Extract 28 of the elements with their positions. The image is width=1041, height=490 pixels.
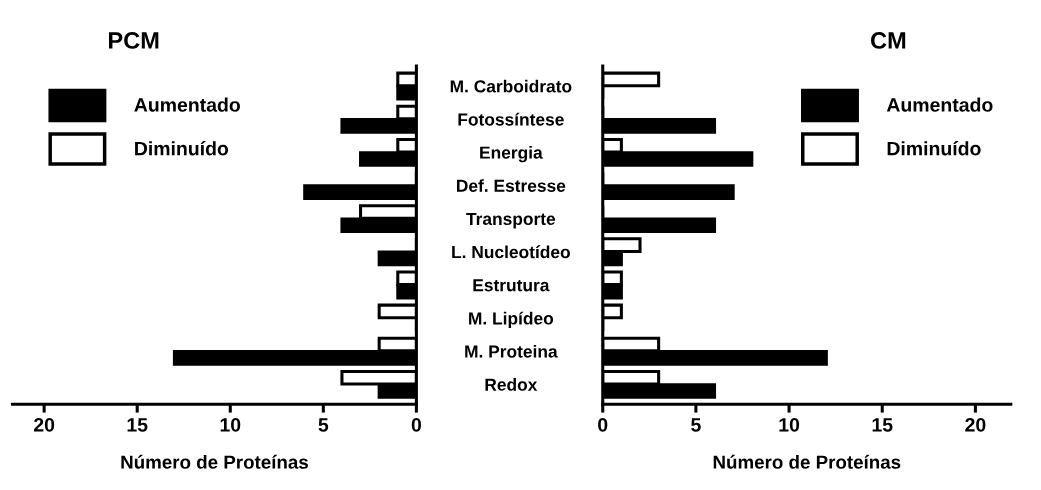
y-tick-label: Energia <box>480 146 543 163</box>
legend-label: Diminuído <box>135 141 229 156</box>
legend-label: Aumentado <box>134 97 240 112</box>
x-tick-label: 0 <box>598 417 608 432</box>
y-tick-label: M. Lipídeo <box>469 311 554 329</box>
x-tick-label: 0 <box>411 417 422 432</box>
x-tick-label: 5 <box>318 418 329 432</box>
chart-title: PCM <box>109 32 159 49</box>
y-tick-label: Redox <box>485 378 538 391</box>
x-axis-title: Número de Proteínas <box>713 454 901 469</box>
legend-label: Diminuído <box>887 141 981 156</box>
x-tick-label: 5 <box>691 418 701 432</box>
x-tick-label: 20 <box>965 417 986 432</box>
x-tick-label: 20 <box>34 417 55 432</box>
y-tick-label: M. Proteina <box>465 344 558 358</box>
x-axis-title: Número de Proteínas <box>121 454 308 469</box>
y-tick-label: Transporte <box>466 212 556 229</box>
y-tick-label: L. Nucleotídeo <box>452 245 570 259</box>
x-tick-label: 10 <box>220 417 241 432</box>
x-tick-label: 15 <box>127 418 148 432</box>
y-tick-label: Def. Estresse <box>457 179 566 192</box>
x-tick-label: 15 <box>872 418 893 432</box>
legend-label: Aumentado <box>886 97 993 112</box>
y-tick-label: Fotossíntese <box>458 112 564 126</box>
chart-title: CM <box>871 32 906 49</box>
x-tick-label: 10 <box>779 417 800 432</box>
y-tick-label: Estrutura <box>473 279 550 292</box>
y-tick-label: M. Carboidrato <box>450 79 572 93</box>
